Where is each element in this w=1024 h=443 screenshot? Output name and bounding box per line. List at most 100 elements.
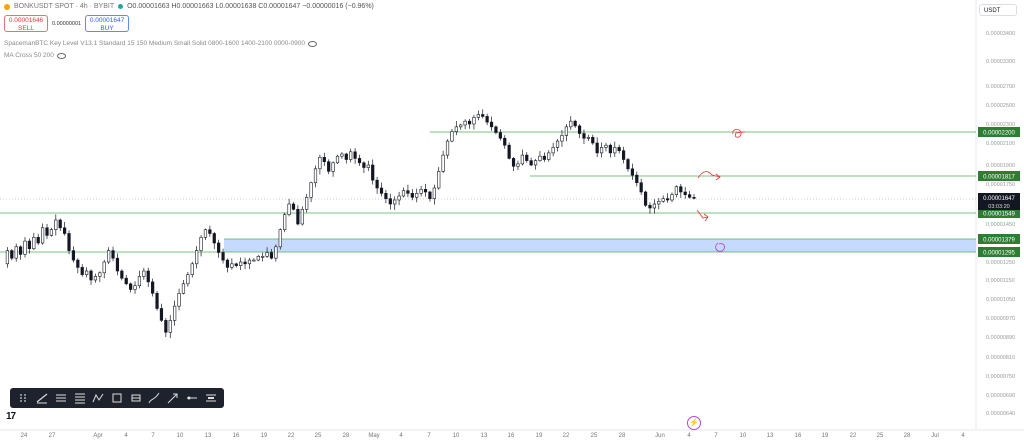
y-tick-label: 0.00002500: [986, 103, 1015, 109]
candle-body: [41, 227, 45, 244]
candle-body: [318, 157, 322, 170]
candle-body: [98, 272, 102, 277]
candle-body: [371, 164, 375, 181]
candle-body: [173, 305, 177, 321]
candle-body: [291, 203, 296, 210]
eye-icon[interactable]: [308, 40, 318, 47]
fib-tool-icon[interactable]: [74, 392, 86, 404]
brush-tool-icon[interactable]: [148, 392, 160, 404]
y-tick-label: 0.00000890: [986, 335, 1015, 341]
candle-body: [503, 137, 507, 146]
x-tick-label: 25: [591, 433, 598, 439]
x-tick-label: 4: [124, 433, 128, 439]
candle-body: [230, 263, 234, 268]
level-tag-text: 0.00001817: [983, 175, 1015, 181]
trend-line-tool-icon[interactable]: [36, 392, 48, 404]
candle-body: [661, 198, 665, 202]
candle-body: [261, 255, 265, 258]
x-tick-label: 10: [453, 433, 460, 439]
y-tick-label: 0.00001900: [986, 163, 1015, 169]
y-tick-label: 0.00000970: [986, 316, 1015, 322]
candle-body: [652, 203, 656, 209]
candle-body: [155, 292, 159, 309]
candle-body: [516, 163, 520, 167]
candle-body: [195, 250, 199, 265]
candle-body: [287, 203, 291, 215]
candle-body: [159, 308, 164, 321]
sell-price: 0.00001646: [8, 17, 44, 24]
candle-body: [36, 237, 40, 244]
candle-body: [32, 237, 36, 250]
candle-body: [454, 126, 458, 132]
candle-body: [591, 137, 595, 144]
y-tick-label: 0.00002300: [986, 122, 1015, 128]
pattern-tool-icon[interactable]: [92, 392, 104, 404]
candle-body: [63, 227, 67, 234]
buy-button[interactable]: 0.00001647 BUY: [85, 15, 130, 32]
indicator-ma-cross[interactable]: MA Cross 50 200: [4, 52, 66, 59]
candle-body: [595, 142, 599, 154]
candle-body: [181, 283, 186, 294]
candle-body: [80, 267, 84, 275]
candle-body: [305, 197, 309, 210]
current-price-value: 0.00001647: [983, 196, 1015, 202]
candle-body: [533, 160, 538, 166]
candle-body: [58, 219, 62, 229]
candle-body: [265, 252, 269, 257]
candle-body: [388, 198, 392, 205]
candle-body: [199, 237, 203, 251]
candle-body: [415, 193, 419, 198]
candle-body: [186, 274, 190, 285]
currency-select[interactable]: USDT: [979, 4, 1017, 16]
candle-body: [151, 281, 155, 294]
candle-body: [621, 150, 626, 160]
candle-body: [560, 135, 564, 142]
candle-body: [617, 147, 621, 151]
spread-value: 0.00000001: [52, 20, 82, 27]
rectangle-tool-icon[interactable]: [111, 392, 123, 404]
candle-body: [133, 285, 137, 290]
candle-body: [335, 155, 340, 164]
current-price-tag: [978, 193, 1020, 210]
x-tick-label: 7: [427, 433, 431, 439]
candle-body: [538, 155, 542, 161]
candle-body: [679, 186, 683, 193]
candle-body: [221, 252, 225, 261]
candle-body: [476, 114, 480, 118]
level-tag-support-1549: [978, 208, 1020, 218]
x-tick-label: 13: [205, 433, 212, 439]
sell-button[interactable]: 0.00001646 SELL: [4, 15, 48, 32]
candle-body: [313, 168, 318, 184]
measure-tool-icon[interactable]: [130, 392, 142, 404]
horizontal-lines-tool-icon[interactable]: [55, 392, 67, 404]
drag-handle-icon[interactable]: [17, 392, 29, 404]
ohlc-readout: O0.00001663 H0.00001663 L0.00001638 C0.0…: [127, 3, 374, 10]
ray-tool-icon[interactable]: [186, 392, 198, 404]
indicator-keylevel[interactable]: SpacemanBTC Key Level V13.1 Standard 15 …: [4, 40, 318, 47]
x-tick-label: 27: [49, 433, 56, 439]
candle-body: [353, 151, 357, 159]
candle-body: [635, 174, 639, 184]
eye-icon[interactable]: [56, 52, 66, 59]
x-tick-label: Apr: [93, 433, 102, 439]
lightning-icon[interactable]: ⚡: [687, 416, 701, 430]
x-tick-label: 22: [288, 433, 295, 439]
symbol-logo-icon: [4, 3, 10, 10]
price-axis: [976, 0, 1024, 443]
trade-panel: 0.00001646 SELL 0.00000001 0.00001647 BU…: [4, 15, 130, 32]
tradingview-logo-icon[interactable]: 17: [6, 411, 16, 422]
candle-body: [269, 252, 274, 259]
candle-body: [406, 190, 410, 194]
candle-body: [146, 270, 150, 283]
candle-body: [120, 270, 124, 279]
candle-body: [445, 140, 450, 156]
candle-body: [639, 182, 643, 193]
arrow-tool-icon[interactable]: [167, 392, 179, 404]
settings-tool-icon[interactable]: [205, 392, 217, 404]
candle-body: [485, 116, 489, 123]
x-tick-label: Jul: [931, 433, 939, 439]
symbol-title[interactable]: BONKUSDT SPOT · 4h · BYBIT: [14, 3, 115, 10]
x-tick-label: 28: [904, 433, 911, 439]
candle-body: [401, 190, 406, 197]
